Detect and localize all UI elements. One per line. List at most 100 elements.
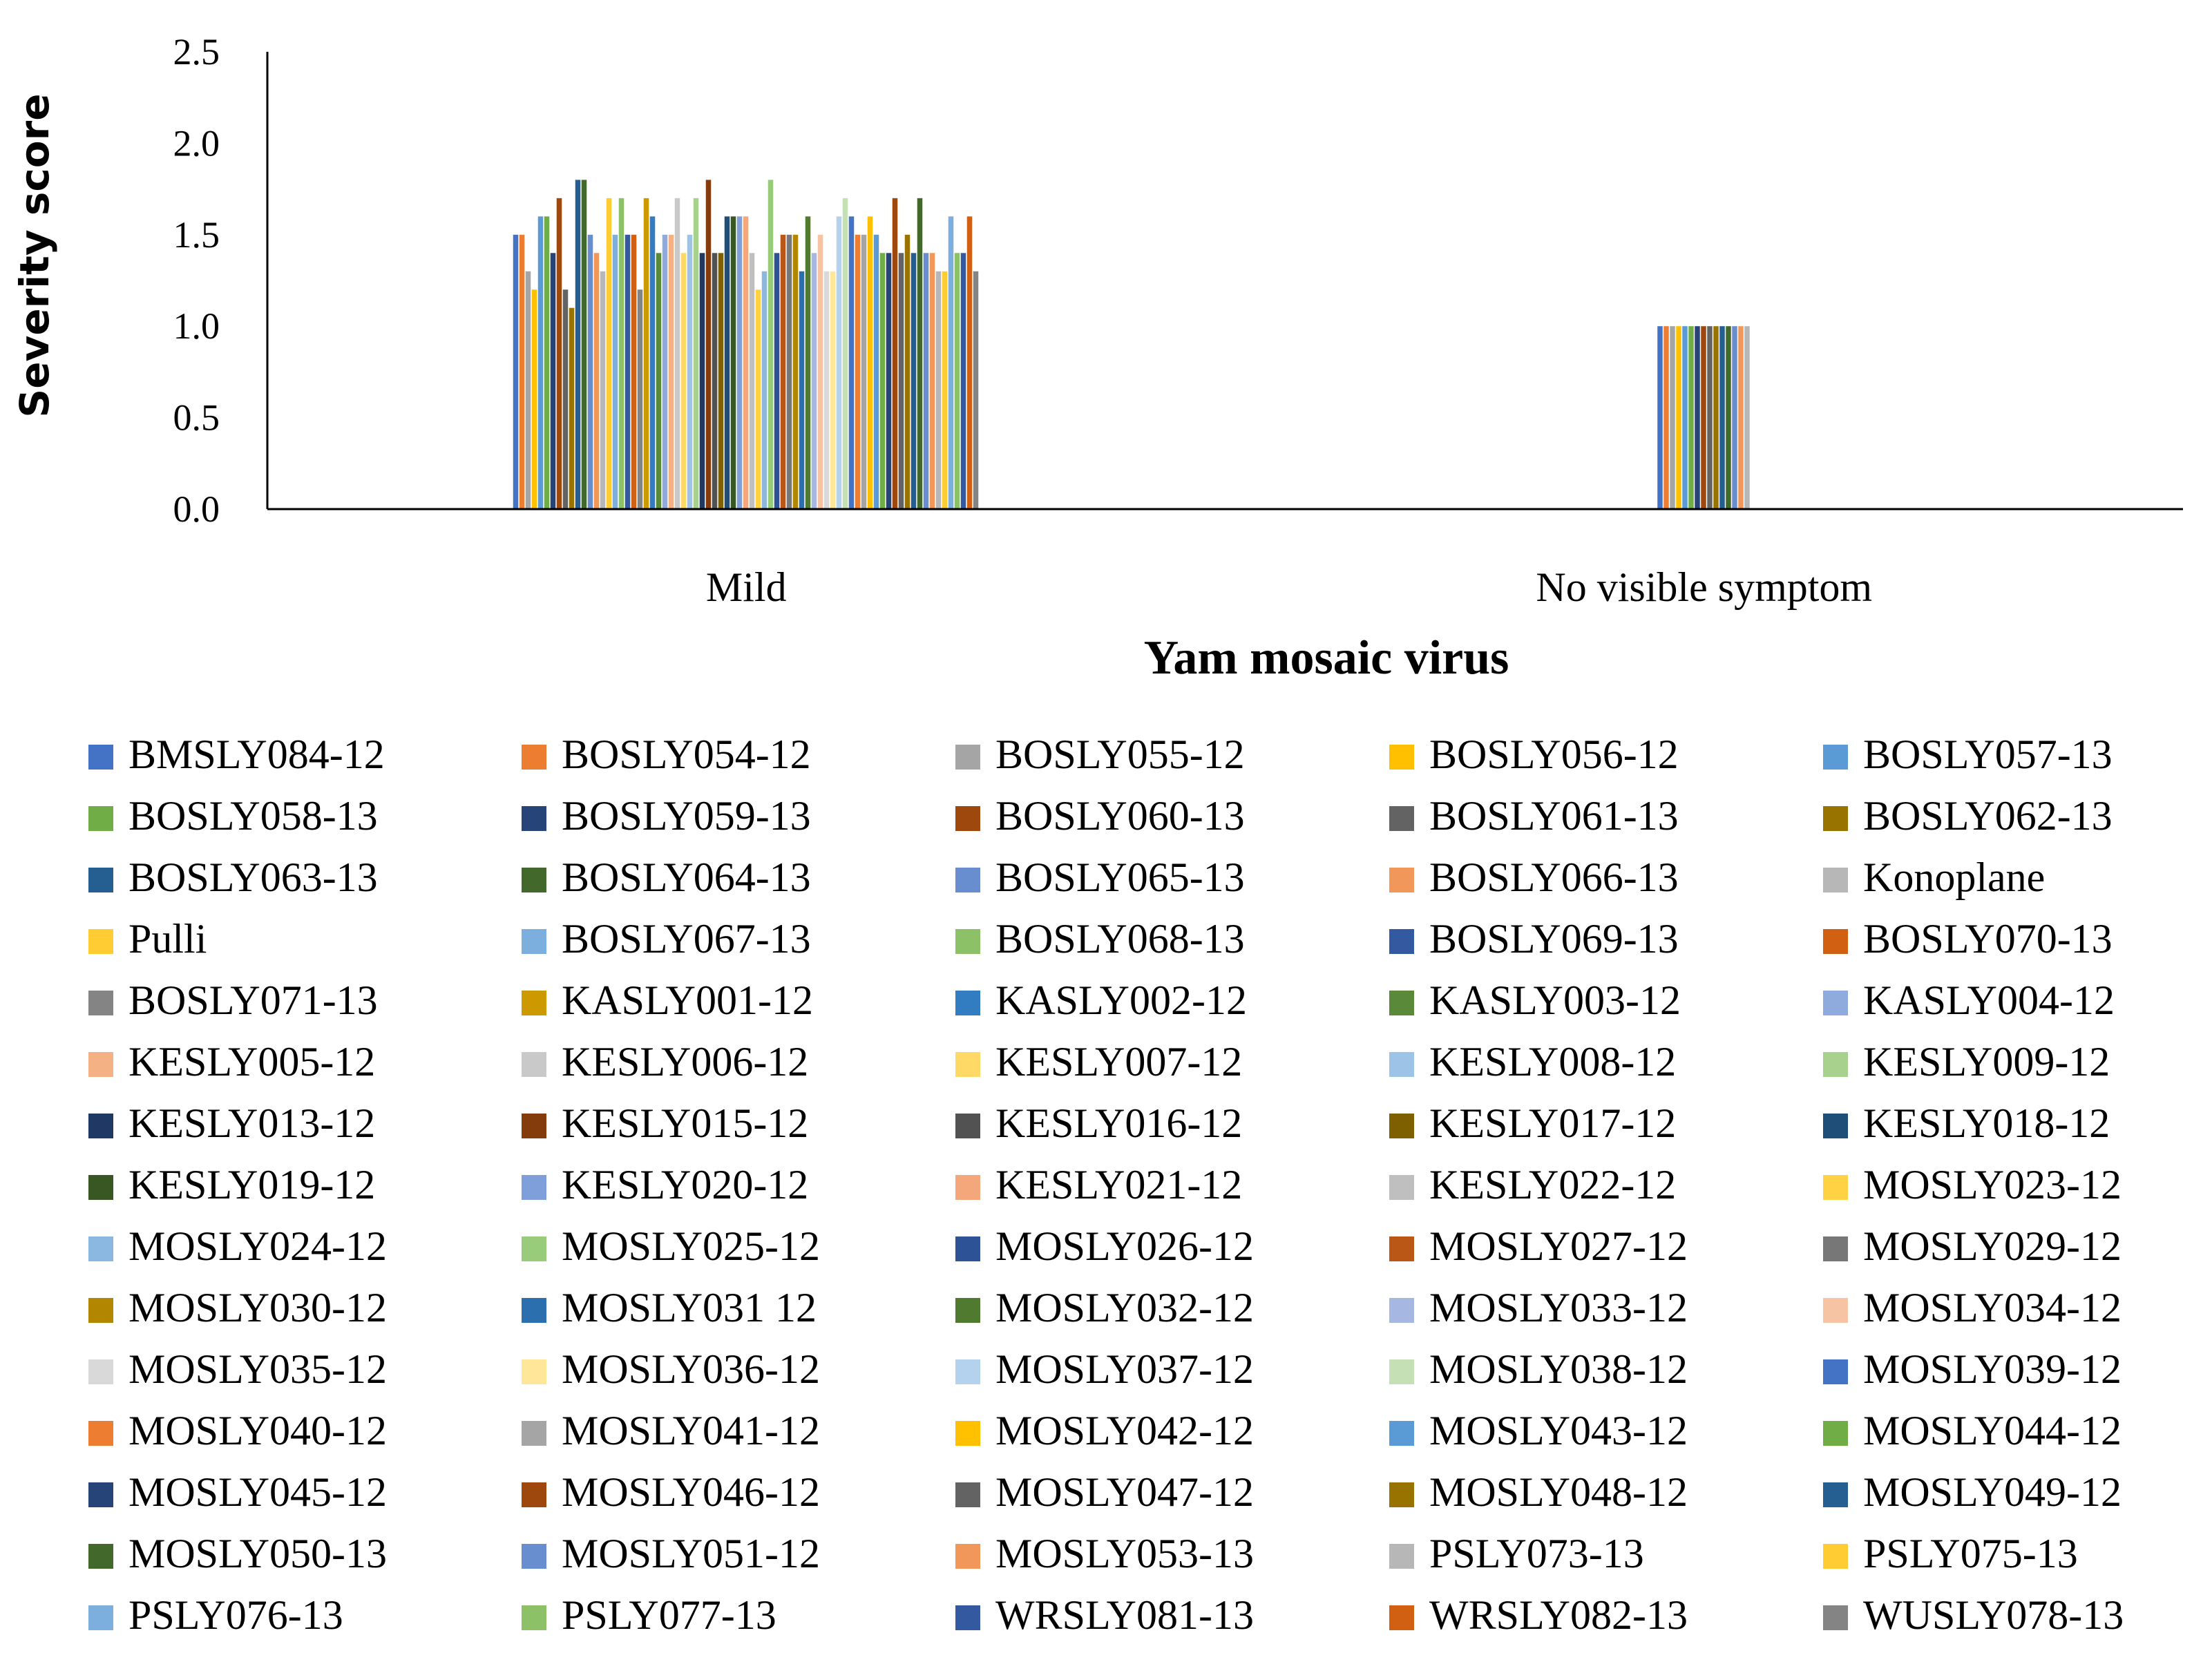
bar bbox=[923, 253, 929, 509]
legend-label: MOSLY027-12 bbox=[1429, 1223, 1688, 1269]
legend-item: KESLY021-12 bbox=[955, 1162, 1242, 1207]
legend-swatch bbox=[1823, 1605, 1848, 1630]
bar bbox=[724, 216, 730, 509]
legend-item: KASLY004-12 bbox=[1823, 977, 2115, 1023]
legend-label: MOSLY026-12 bbox=[995, 1223, 1254, 1269]
legend-swatch bbox=[1389, 806, 1414, 831]
bar bbox=[799, 271, 805, 509]
bar bbox=[550, 253, 556, 509]
legend-label: KESLY022-12 bbox=[1429, 1162, 1676, 1207]
legend-swatch bbox=[955, 929, 980, 954]
legend-label: BOSLY067-13 bbox=[562, 916, 811, 962]
legend-label: MOSLY044-12 bbox=[1863, 1408, 2122, 1453]
legend-item: MOSLY051-12 bbox=[522, 1531, 820, 1576]
legend-item: PSLY073-13 bbox=[1389, 1531, 1644, 1576]
legend-swatch bbox=[1389, 1298, 1414, 1323]
bar bbox=[600, 271, 606, 509]
legend-item: MOSLY045-12 bbox=[88, 1469, 387, 1515]
legend-label: MOSLY029-12 bbox=[1863, 1223, 2122, 1269]
legend-swatch bbox=[88, 806, 113, 831]
legend-item: MOSLY027-12 bbox=[1389, 1223, 1688, 1269]
bar bbox=[749, 253, 755, 509]
legend-swatch bbox=[88, 1114, 113, 1138]
legend-label: MOSLY047-12 bbox=[995, 1469, 1254, 1515]
bar bbox=[730, 216, 736, 509]
legend-label: KESLY007-12 bbox=[995, 1039, 1242, 1085]
legend-item: BOSLY057-13 bbox=[1823, 732, 2113, 777]
legend-item: Pulli bbox=[88, 916, 207, 962]
legend-label: MOSLY043-12 bbox=[1429, 1408, 1688, 1453]
legend-item: KESLY009-12 bbox=[1823, 1039, 2110, 1085]
legend-label: WRSLY081-13 bbox=[995, 1592, 1254, 1638]
legend-item: MOSLY046-12 bbox=[522, 1469, 820, 1515]
legend-item: BOSLY071-13 bbox=[88, 977, 378, 1023]
y-tick-label: 2.5 bbox=[173, 31, 220, 73]
legend-label: KASLY003-12 bbox=[1429, 977, 1681, 1023]
legend-item: BOSLY059-13 bbox=[522, 793, 811, 839]
bar-group bbox=[1657, 326, 1750, 509]
bar bbox=[1707, 326, 1713, 509]
bar bbox=[699, 253, 705, 509]
legend-swatch bbox=[522, 806, 546, 831]
legend-swatch bbox=[88, 929, 113, 954]
bar bbox=[649, 216, 656, 509]
legend-swatch bbox=[88, 1482, 113, 1507]
legend-swatch bbox=[1823, 1482, 1848, 1507]
legend-item: BOSLY065-13 bbox=[955, 854, 1245, 900]
legend-item: BOSLY056-12 bbox=[1389, 732, 1679, 777]
bar bbox=[624, 234, 631, 509]
legend-item: KESLY019-12 bbox=[88, 1162, 375, 1207]
bar bbox=[1738, 326, 1744, 509]
bar bbox=[587, 234, 593, 509]
legend-item: MOSLY036-12 bbox=[522, 1346, 820, 1392]
legend-item: PSLY077-13 bbox=[522, 1592, 776, 1638]
legend-item: KESLY008-12 bbox=[1389, 1039, 1676, 1085]
legend-label: KESLY008-12 bbox=[1429, 1039, 1676, 1085]
bar bbox=[1701, 326, 1706, 509]
legend-label: MOSLY039-12 bbox=[1863, 1346, 2122, 1392]
bar bbox=[656, 253, 662, 509]
plot-area bbox=[513, 180, 1750, 509]
bar-group bbox=[513, 180, 979, 509]
bar bbox=[954, 253, 960, 509]
bar bbox=[805, 216, 811, 509]
bar bbox=[1663, 326, 1669, 509]
legend-item: MOSLY035-12 bbox=[88, 1346, 387, 1392]
legend-swatch bbox=[1389, 991, 1414, 1015]
bar bbox=[910, 253, 917, 509]
legend-label: BOSLY058-13 bbox=[128, 793, 378, 839]
legend-label: PSLY077-13 bbox=[562, 1592, 776, 1638]
legend-swatch bbox=[1823, 1236, 1848, 1261]
bar bbox=[817, 234, 823, 509]
bar bbox=[662, 234, 668, 509]
legend-label: BOSLY068-13 bbox=[995, 916, 1245, 962]
bar bbox=[593, 253, 600, 509]
legend-label: BOSLY071-13 bbox=[128, 977, 378, 1023]
legend-item: MOSLY049-12 bbox=[1823, 1469, 2122, 1515]
bar bbox=[836, 216, 842, 509]
legend-item: MOSLY030-12 bbox=[88, 1285, 387, 1330]
legend-swatch bbox=[522, 1544, 546, 1569]
legend-label: BOSLY064-13 bbox=[562, 854, 811, 900]
legend-label: WRSLY082-13 bbox=[1429, 1592, 1688, 1638]
bar bbox=[743, 216, 749, 509]
bar bbox=[562, 289, 569, 509]
legend-item: KASLY001-12 bbox=[522, 977, 813, 1023]
legend-swatch bbox=[955, 1605, 980, 1630]
legend-label: MOSLY035-12 bbox=[128, 1346, 387, 1392]
bar bbox=[1726, 326, 1731, 509]
legend-label: MOSLY050-13 bbox=[128, 1531, 387, 1576]
bar bbox=[680, 253, 687, 509]
legend-item: KESLY005-12 bbox=[88, 1039, 375, 1085]
bar bbox=[917, 198, 923, 509]
legend-item: KESLY022-12 bbox=[1389, 1162, 1676, 1207]
bar bbox=[1719, 326, 1725, 509]
legend-item: BOSLY061-13 bbox=[1389, 793, 1679, 839]
bar bbox=[786, 234, 792, 509]
bar bbox=[811, 253, 817, 509]
bar bbox=[886, 253, 892, 509]
legend-item: KESLY017-12 bbox=[1389, 1100, 1676, 1146]
bar bbox=[1670, 326, 1675, 509]
legend-swatch bbox=[1823, 868, 1848, 892]
